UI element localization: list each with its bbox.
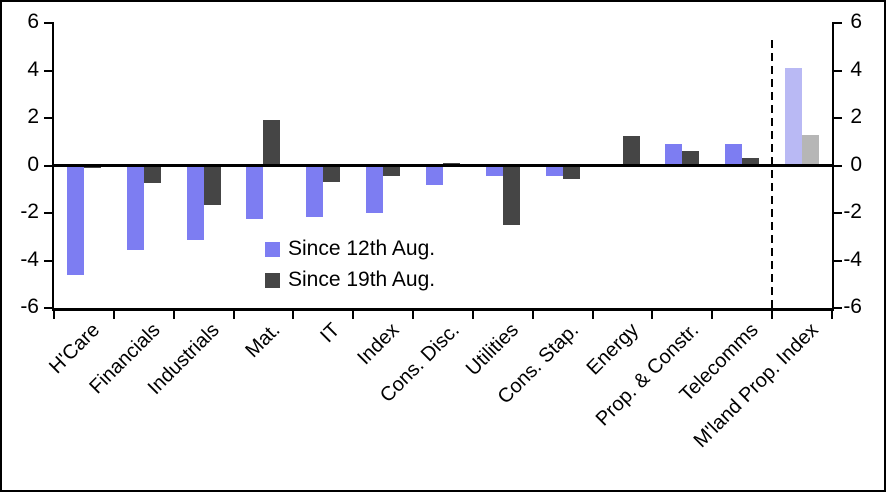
x-category-label-5: Index	[353, 319, 404, 370]
y-tick-label-left: 6	[27, 10, 39, 33]
bar-series2-8	[562, 165, 580, 179]
legend-swatch-series1	[265, 241, 280, 257]
x-tick	[711, 311, 714, 319]
bar-series1-3	[246, 165, 264, 219]
bar-series2-1	[143, 165, 161, 184]
separator-line	[771, 40, 774, 308]
bar-series2-10	[682, 151, 700, 166]
x-category-label-4: IT	[315, 319, 344, 348]
y-tick-label-left: -2	[20, 200, 39, 223]
bar-series1-1	[126, 165, 144, 250]
y-tick-left	[44, 259, 52, 262]
x-tick	[531, 311, 534, 319]
bar-series2-11	[742, 158, 760, 166]
x-tick	[831, 311, 833, 319]
x-tick	[591, 311, 594, 319]
y-tick-label-left: -4	[20, 247, 39, 271]
x-category-label-3: Mat.	[240, 319, 285, 363]
y-tick-right	[834, 164, 842, 167]
y-tick-label-left: 2	[27, 105, 39, 128]
bar-series1-0	[66, 165, 84, 275]
x-tick	[53, 311, 55, 319]
y-tick-left	[44, 212, 52, 214]
x-category-label-10: Prop. & Constr.	[591, 319, 703, 431]
y-tick-right	[834, 259, 842, 262]
bar-series2-3	[263, 120, 281, 166]
x-category-label-0: H'Care	[45, 319, 105, 379]
bar-series2-7	[502, 165, 520, 225]
bar-series2-2	[203, 165, 221, 205]
bar-series2-5	[383, 165, 401, 177]
legend-row-series1: Since 12th Aug.	[265, 236, 435, 262]
bar-series1-5	[366, 165, 384, 213]
bar-series1-2	[186, 165, 204, 241]
y-tick-right	[834, 212, 842, 214]
bar-series2-9	[622, 135, 640, 166]
x-axis	[52, 308, 834, 311]
legend-label-series2: Since 19th Aug.	[288, 268, 436, 291]
y-tick-label-right: -2	[843, 200, 862, 223]
y-tick-left	[44, 164, 52, 167]
legend-swatch-series2	[265, 272, 280, 288]
bar-series1-11	[725, 144, 743, 166]
x-tick	[232, 311, 235, 319]
x-tick	[771, 311, 774, 319]
bar-series1-12	[785, 68, 803, 166]
bar-series2-12	[802, 134, 820, 166]
y-axis-right	[832, 22, 834, 311]
bar-series1-6	[426, 165, 443, 185]
legend-label-series1: Since 12th Aug.	[288, 237, 436, 260]
y-tick-left	[44, 117, 52, 119]
y-tick-left	[44, 22, 52, 24]
y-tick-left	[44, 69, 52, 72]
y-tick-label-left: 0	[27, 152, 39, 176]
y-tick-right	[834, 117, 842, 119]
x-tick	[352, 311, 355, 319]
y-tick-right	[834, 69, 842, 72]
y-axis-left	[52, 22, 54, 311]
bar-series2-4	[323, 165, 341, 183]
bar-series1-4	[306, 165, 324, 217]
y-tick-label-right: -6	[843, 295, 862, 318]
y-tick-right	[834, 307, 842, 309]
y-tick-label-right: 0	[850, 152, 862, 176]
y-tick-label-right: -4	[843, 247, 862, 271]
bar-series1-10	[665, 144, 683, 166]
x-category-label-9: Energy	[582, 319, 644, 380]
y-tick-label-right: 6	[850, 10, 862, 33]
y-tick-label-left: -6	[20, 295, 39, 318]
legend-row-series2: Since 19th Aug.	[265, 267, 435, 293]
y-tick-label-left: 4	[27, 57, 39, 81]
legend: Since 12th Aug. Since 19th Aug.	[265, 236, 435, 298]
x-tick	[112, 311, 115, 319]
x-tick	[292, 311, 295, 319]
y-tick-left	[44, 307, 52, 309]
y-tick-label-right: 2	[850, 105, 862, 128]
x-tick	[172, 311, 175, 319]
zero-line	[54, 164, 832, 167]
x-tick	[651, 311, 654, 319]
x-tick	[412, 311, 415, 319]
y-tick-right	[834, 22, 842, 24]
y-tick-label-right: 4	[850, 57, 862, 81]
bar-series1-8	[545, 165, 563, 177]
x-tick	[471, 311, 474, 319]
bar-series1-7	[485, 165, 503, 177]
